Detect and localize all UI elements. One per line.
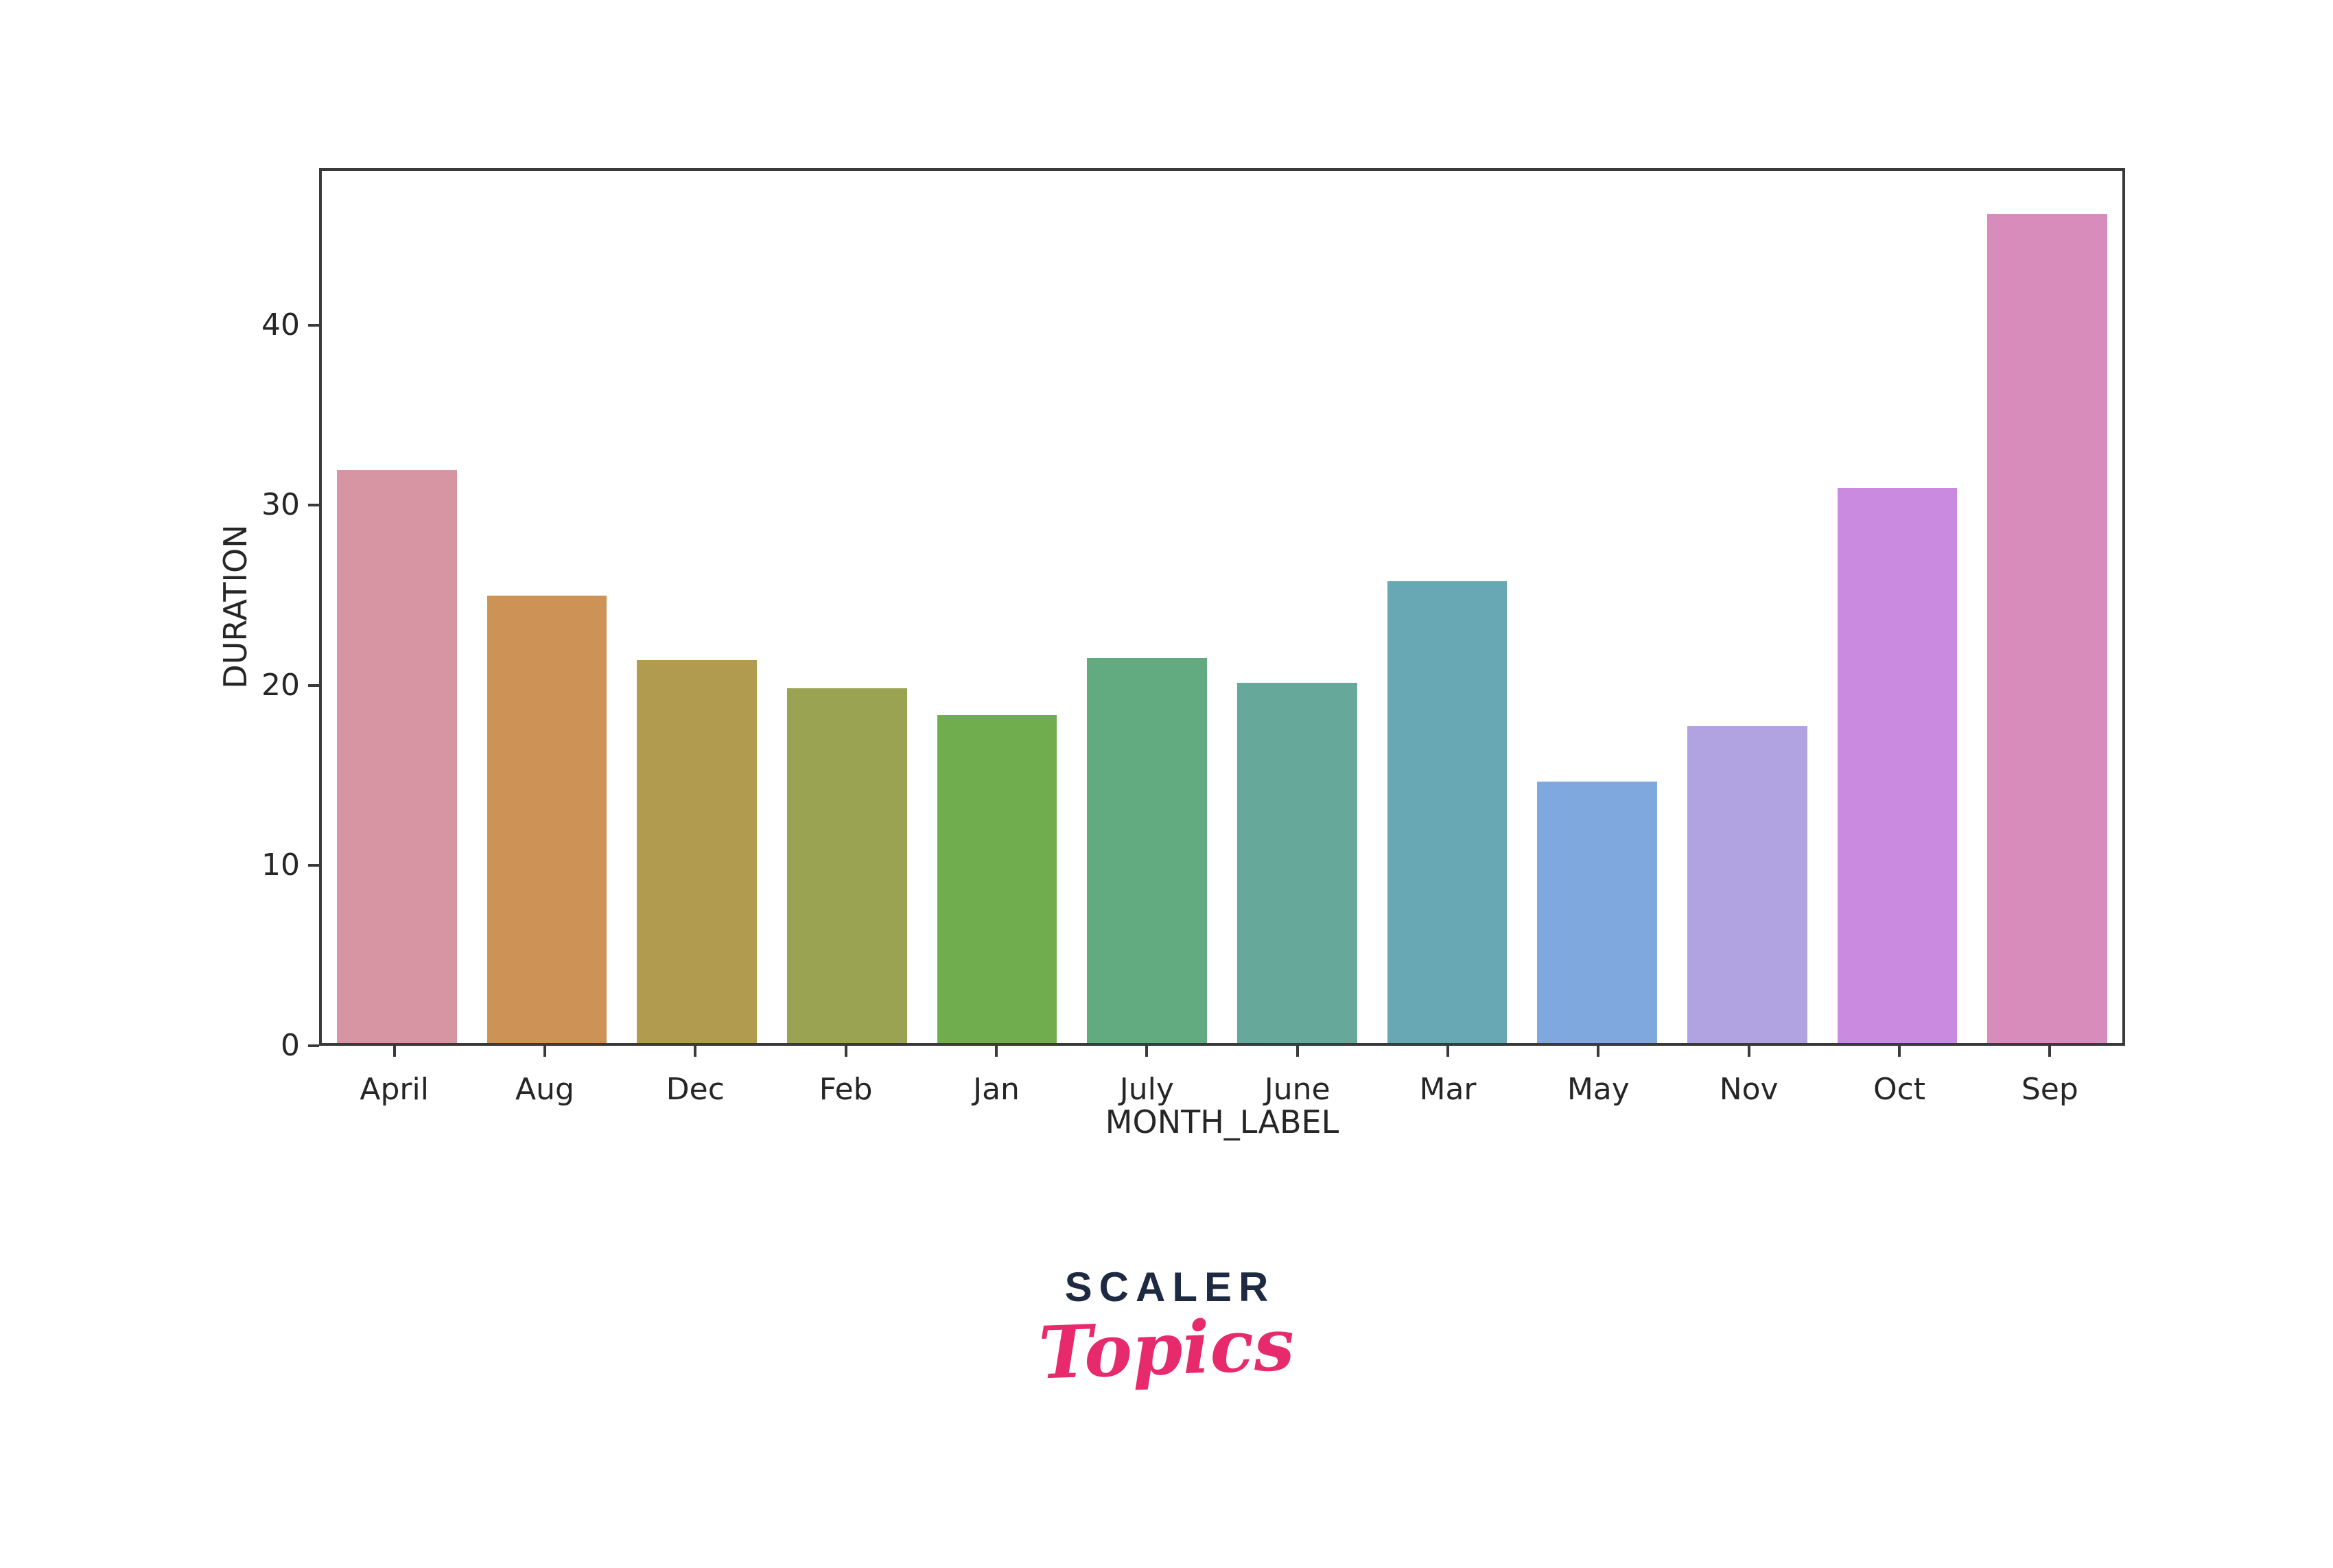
bar-april (336, 469, 457, 1043)
y-tick-mark-10 (308, 864, 319, 867)
y-tick-mark-40 (308, 323, 319, 327)
x-tick-label-jan: Jan (973, 1072, 1020, 1107)
scaler-topics-logo: SCALER Topics (1037, 1264, 1296, 1396)
x-tick-mark-sep (2048, 1046, 2052, 1057)
x-tick-mark-mar (1446, 1046, 1449, 1057)
x-tick-mark-nov (1747, 1046, 1750, 1057)
bar-sep (1987, 213, 2108, 1043)
x-tick-mark-jan (995, 1046, 998, 1057)
x-tick-label-aug: Aug (515, 1072, 574, 1107)
x-tick-label-may: May (1567, 1072, 1630, 1107)
bar-july (1087, 657, 1208, 1043)
y-axis-title: DURATION (217, 524, 254, 689)
x-tick-mark-aug (543, 1046, 546, 1057)
x-tick-label-nov: Nov (1719, 1072, 1779, 1107)
bar-aug (486, 595, 607, 1043)
x-tick-label-dec: Dec (666, 1072, 725, 1107)
x-tick-mark-april (392, 1046, 396, 1057)
plot-area (319, 168, 2125, 1046)
y-tick-label-40: 40 (261, 307, 300, 342)
y-tick-label-10: 10 (261, 847, 300, 883)
y-tick-label-20: 20 (261, 667, 300, 703)
y-tick-mark-20 (308, 683, 319, 687)
x-tick-label-mar: Mar (1419, 1072, 1477, 1107)
logo-wordmark-topics: Topics (1037, 1301, 1296, 1396)
x-tick-label-june: June (1264, 1072, 1330, 1107)
x-axis: April Aug Dec Feb Jan July June Mar May Nov Oct Sep (319, 1046, 2125, 1149)
bar-may (1537, 781, 1658, 1043)
bar-june (1236, 683, 1357, 1043)
x-axis-title: MONTH_LABEL (1105, 1103, 1339, 1140)
x-tick-label-april: April (360, 1072, 429, 1107)
x-tick-mark-dec (694, 1046, 697, 1057)
logo-wordmark-scaler: SCALER (1064, 1264, 1276, 1310)
x-tick-mark-feb (844, 1046, 847, 1057)
y-tick-label-30: 30 (261, 487, 300, 523)
bar-mar (1387, 581, 1508, 1043)
y-tick-mark-30 (308, 504, 319, 507)
bar-nov (1687, 726, 1807, 1043)
x-tick-mark-oct (1898, 1046, 1901, 1057)
x-tick-label-feb: Feb (819, 1072, 873, 1107)
x-tick-mark-july (1145, 1046, 1149, 1057)
y-tick-mark-0 (308, 1044, 319, 1047)
x-tick-label-july: July (1119, 1072, 1174, 1107)
x-tick-mark-may (1597, 1046, 1600, 1057)
y-tick-label-0: 0 (281, 1028, 300, 1063)
bar-oct (1837, 487, 1958, 1043)
bar-jan (937, 715, 1057, 1043)
bar-dec (637, 659, 758, 1043)
x-tick-label-oct: Oct (1873, 1072, 1926, 1107)
bar-feb (786, 688, 907, 1043)
x-tick-label-sep: Sep (2021, 1072, 2078, 1107)
x-tick-mark-june (1296, 1046, 1299, 1057)
y-axis: 0 10 20 30 40 (0, 168, 319, 1061)
